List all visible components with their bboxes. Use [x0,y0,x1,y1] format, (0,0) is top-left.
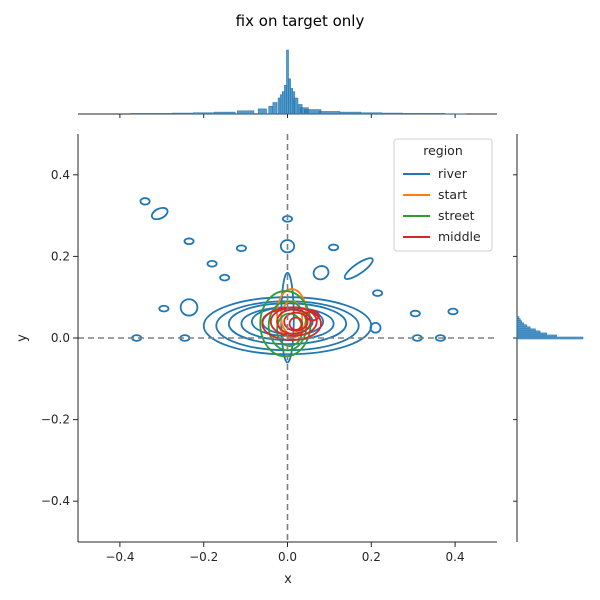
x-tick-label: −0.4 [105,550,134,564]
contour-river-15 [328,243,340,252]
contour-river-12 [235,244,247,252]
x-tick-label: 0.2 [362,550,381,564]
legend-title: region [423,143,463,158]
contour-river-24 [409,309,421,318]
marginal-x-bar [402,113,424,115]
y-axis-label: y [15,334,30,342]
legend: region river start street middle [393,138,493,252]
y-axis-ticks: −0.4 −0.2 0.0 0.2 0.4 [41,168,78,508]
series-middle [261,306,322,341]
marginal-y-bar [516,336,584,340]
y-tick-label: 0.4 [51,168,70,182]
contour-river-25 [447,307,459,316]
marginal-x-bar [268,106,274,115]
marginal-x-bar [272,102,278,115]
contour-river-19 [158,304,170,313]
contour-river-23 [369,322,382,334]
marginal-y-bar [516,326,531,330]
contour-middle-1 [269,306,318,337]
chart-title: fix on target only [236,12,365,30]
contour-river-7 [139,197,151,206]
legend-label-middle: middle [438,229,481,244]
marginal-y-bar [516,320,522,323]
marginal-x-bar [284,84,287,115]
marginal-y-bar [516,322,524,325]
contour-river-9 [183,237,195,246]
x-tick-label: 0.0 [278,550,297,564]
contour-middle-4 [288,316,304,331]
contour-river-18 [372,289,384,297]
reference-lines [78,134,497,542]
legend-label-street: street [438,208,475,223]
contour-river-14 [279,239,296,254]
marginal-y-bar [516,334,557,338]
contour-river-27 [434,334,446,342]
marginal-x-bar [192,112,215,115]
marginal-x-bar [288,78,291,115]
marginal-x-bar [282,91,285,115]
marginal-y-bar [516,318,521,321]
contour-river-17 [343,257,374,280]
contour-river-11 [219,273,231,282]
marginal-y-bar [516,332,547,336]
marginal-y-histogram [513,134,584,542]
marginal-x-bar [381,112,403,115]
y-tick-label: −0.2 [41,413,70,427]
y-tick-label: 0.0 [51,331,70,345]
contour-river-20 [179,298,199,317]
contour-river-10 [206,259,218,268]
marginal-y-bar [516,330,541,334]
marginal-x-bar [236,110,255,115]
marginal-x-bar [423,113,445,115]
contour-middle-5 [305,309,320,322]
marginal-x-bar [318,111,341,115]
marginal-x-bar [339,111,362,115]
x-axis-ticks: −0.4 −0.2 0.0 0.2 0.4 [105,542,465,564]
contour-river-8 [150,206,169,221]
marginal-y-bar [516,328,536,332]
marginal-y-bar [516,324,528,328]
marginal-y-bar [516,316,520,319]
y-tick-label: 0.2 [51,249,70,263]
contour-river-16 [312,265,330,281]
x-tick-label: −0.2 [189,550,218,564]
marginal-x-bar [279,94,283,115]
marginal-x-bar [290,88,293,115]
legend-items: river start street middle [403,166,481,244]
marginal-x-bar [277,97,281,115]
x-tick-label: 0.4 [446,550,465,564]
x-axis-label: x [284,572,292,587]
marginal-x-bar [286,49,289,115]
legend-label-river: river [438,166,468,181]
marginal-x-histogram [78,49,497,118]
legend-box [393,138,493,252]
marginal-x-bar [304,109,322,115]
marginal-x-bar [213,111,236,115]
marginal-x-bar [360,112,383,115]
marginal-x-bar [130,113,152,115]
y-tick-label: −0.4 [41,494,70,508]
marginal-x-bar [151,113,173,115]
contour-middle-2 [276,308,312,335]
main-plot-area: −0.4 −0.2 0.0 0.2 0.4 −0.4 −0.2 0.0 0.2 0.4 [41,134,497,564]
marginal-x-bar [257,108,267,115]
legend-label-start: start [438,187,467,202]
marginal-x-bar [172,112,194,115]
marginal-x-bar [293,97,299,115]
